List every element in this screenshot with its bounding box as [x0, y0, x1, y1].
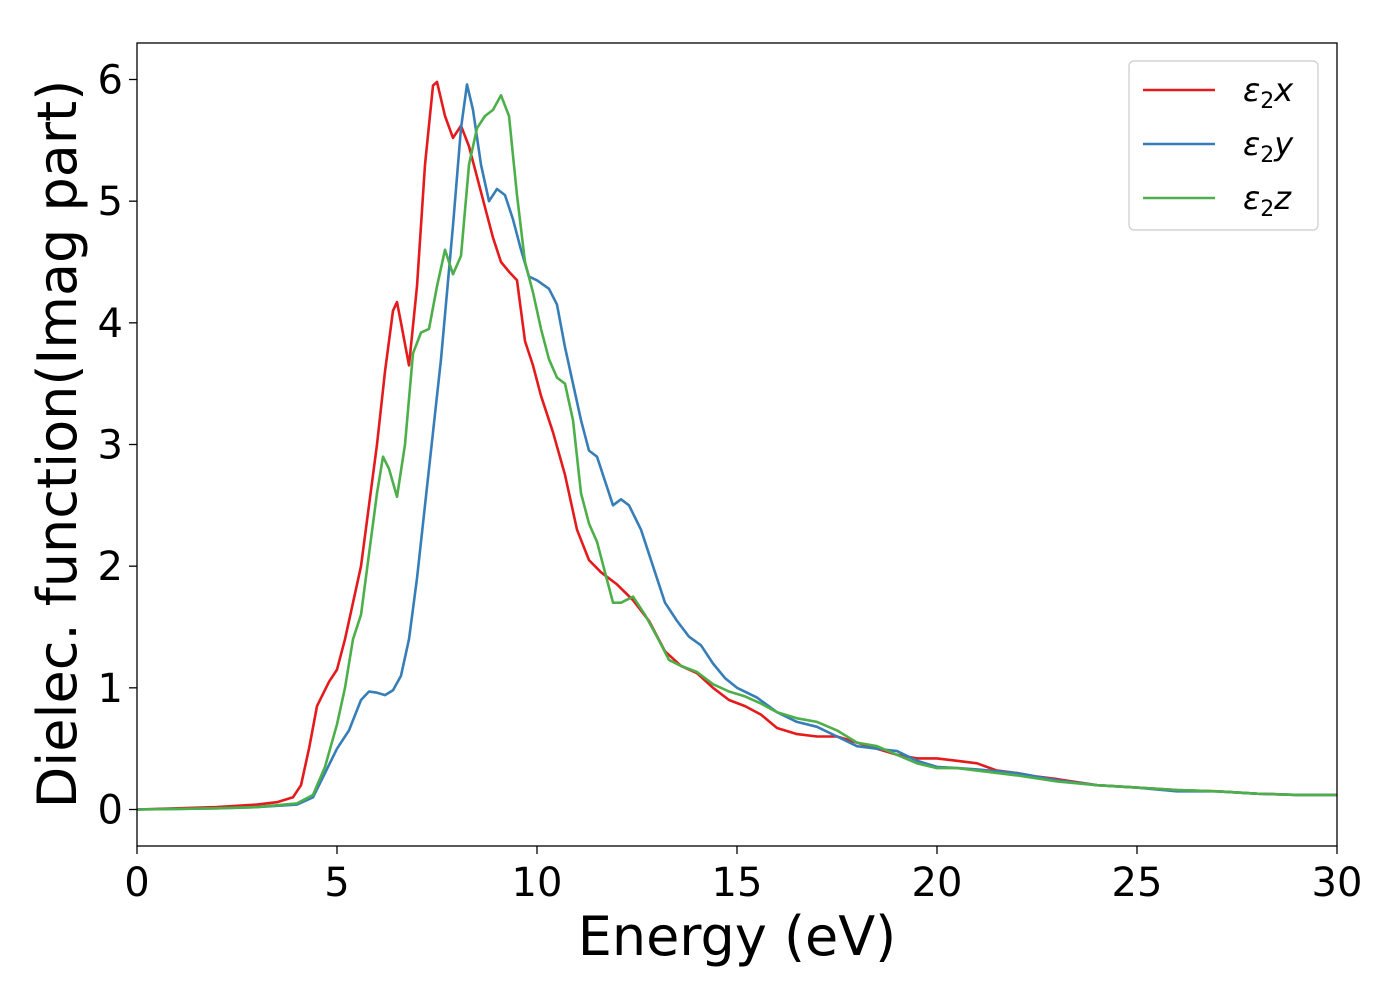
x-tick-label: 0 [124, 860, 149, 906]
x-tick-label: 15 [712, 860, 763, 906]
ticks-layer: 0 5 10 15 20 25 30 0 1 2 3 4 5 6 [98, 58, 1363, 907]
y-tick-label: 6 [98, 58, 123, 104]
y-tick-label: 3 [98, 423, 123, 469]
y-tick-label: 2 [98, 544, 123, 590]
series-line-y [136, 83, 1337, 811]
x-tick-label: 25 [1112, 860, 1163, 906]
legend-box [1128, 60, 1319, 231]
y-tick-label: 5 [98, 179, 123, 225]
y-tick-label: 1 [98, 666, 123, 712]
series-line-x [136, 80, 1337, 811]
legend-label-z: ε2z [1243, 179, 1292, 222]
x-axis-label: Energy (eV) [578, 905, 897, 968]
y-tick-label: 4 [98, 301, 123, 347]
series-line-z [136, 94, 1337, 811]
x-tick-label: 5 [324, 860, 349, 906]
legend-label-y: ε2y [1243, 125, 1294, 168]
x-tick-label: 20 [912, 860, 963, 906]
y-tick-label: 0 [98, 788, 123, 834]
legend: ε2x ε2y ε2z [1128, 60, 1319, 231]
y-axis-label: Dielec. function(Imag part) [26, 80, 89, 809]
x-tick-label: 30 [1312, 860, 1363, 906]
x-tick-label: 10 [512, 860, 563, 906]
legend-label-x: ε2x [1243, 71, 1294, 114]
series-layer [136, 80, 1337, 811]
